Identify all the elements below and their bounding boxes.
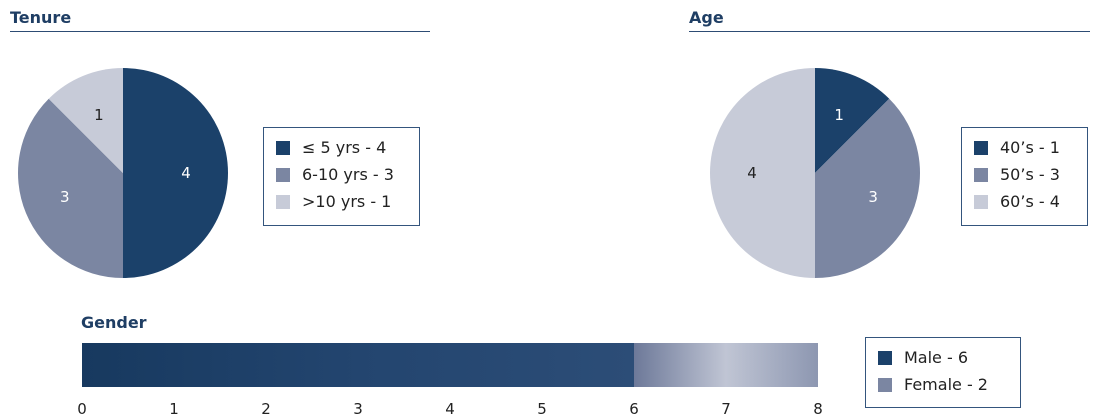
age-slice-label-2: 4	[747, 164, 757, 182]
tenure-slice-2	[48, 68, 124, 173]
tenure-legend-item: >10 yrs - 1	[276, 188, 407, 215]
gender-axis-tick-label: 0	[77, 400, 87, 418]
age-slice-1	[815, 98, 920, 278]
gender-title: Gender	[81, 313, 147, 332]
gender-bar-segment-0	[82, 343, 634, 387]
gender-bar-chart: 0 1 2 3 4 5 6 7 8	[77, 343, 823, 418]
tenure-slice-label-1: 3	[60, 188, 70, 206]
age-slice-label-0: 1	[834, 106, 844, 124]
age-title-rule	[689, 31, 1090, 32]
gender-axis-tick-label: 7	[721, 400, 731, 418]
gender-legend-swatch	[878, 377, 892, 392]
age-legend-label: 40’s - 1	[1000, 138, 1060, 157]
gender-legend-label: Female - 2	[904, 375, 988, 394]
age-legend-label: 60’s - 4	[1000, 192, 1060, 211]
gender-legend: Male - 6 Female - 2	[865, 337, 1021, 408]
tenure-slice-1	[17, 98, 123, 278]
age-legend-swatch	[974, 194, 988, 209]
gender-legend-label: Male - 6	[904, 348, 969, 367]
tenure-legend-item: 6-10 yrs - 3	[276, 161, 407, 188]
tenure-legend-label: 6-10 yrs - 3	[302, 165, 394, 184]
gender-axis-tick-label: 1	[169, 400, 179, 418]
tenure-legend-label: >10 yrs - 1	[302, 192, 392, 211]
gender-axis-tick-label: 6	[629, 400, 639, 418]
gender-axis-tick-label: 2	[261, 400, 271, 418]
tenure-title-rule	[10, 31, 430, 32]
tenure-legend-swatch	[276, 194, 290, 209]
gender-legend-item: Male - 6	[878, 344, 1008, 371]
age-legend-item: 50’s - 3	[974, 161, 1075, 188]
gender-axis-tick-label: 5	[537, 400, 547, 418]
tenure-legend-label: ≤ 5 yrs - 4	[302, 138, 387, 157]
tenure-legend-swatch	[276, 140, 290, 155]
tenure-title: Tenure	[10, 8, 72, 27]
age-pie-chart: 1 3 4	[710, 68, 920, 278]
tenure-pie-chart: 4 3 1	[17, 68, 228, 278]
age-slice-2	[710, 68, 815, 278]
age-legend-swatch	[974, 140, 988, 155]
age-legend-item: 60’s - 4	[974, 188, 1075, 215]
age-legend: 40’s - 1 50’s - 3 60’s - 4	[961, 127, 1088, 226]
age-slice-0	[815, 68, 890, 173]
tenure-legend: ≤ 5 yrs - 4 6-10 yrs - 3 >10 yrs - 1	[263, 127, 420, 226]
gender-axis-tick-label: 4	[445, 400, 455, 418]
age-legend-item: 40’s - 1	[974, 134, 1075, 161]
age-legend-swatch	[974, 167, 988, 182]
tenure-legend-item: ≤ 5 yrs - 4	[276, 134, 407, 161]
age-slice-label-1: 3	[868, 188, 878, 206]
age-legend-label: 50’s - 3	[1000, 165, 1060, 184]
age-title: Age	[689, 8, 724, 27]
gender-axis-tick-label: 8	[813, 400, 823, 418]
tenure-slice-0	[123, 68, 228, 278]
gender-legend-item: Female - 2	[878, 371, 1008, 398]
gender-bar-segment-1	[634, 343, 818, 387]
tenure-legend-swatch	[276, 167, 290, 182]
gender-legend-swatch	[878, 350, 892, 365]
tenure-slice-label-0: 4	[181, 164, 191, 182]
gender-axis-tick-label: 3	[353, 400, 363, 418]
tenure-slice-label-2: 1	[94, 106, 104, 124]
